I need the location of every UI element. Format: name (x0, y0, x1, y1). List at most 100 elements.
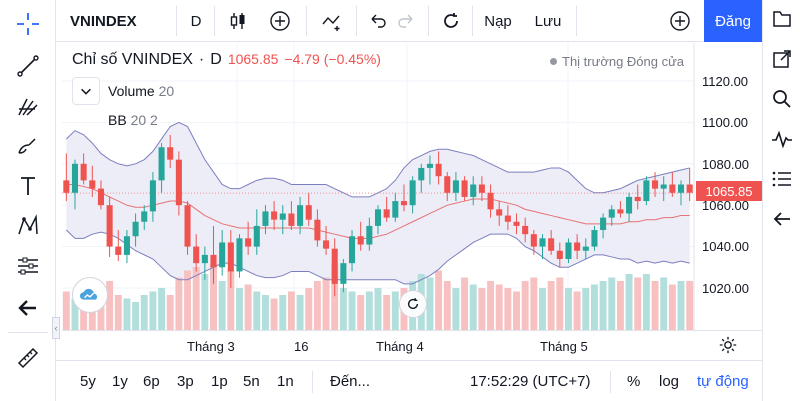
candle-body (297, 205, 304, 226)
candle-body (617, 209, 624, 214)
back-arrow-icon[interactable] (8, 290, 48, 326)
redo-icon[interactable] (392, 0, 422, 42)
candle-body (600, 217, 607, 231)
pulse-icon[interactable] (767, 124, 797, 154)
volume-bar (322, 277, 330, 330)
range-button[interactable]: 1n (277, 373, 294, 390)
load-layout-button[interactable]: Nạp (484, 12, 512, 30)
range-button[interactable]: 1y (112, 373, 128, 390)
candle-body (444, 176, 451, 193)
candle-body (392, 201, 399, 218)
volume-bar (244, 284, 252, 330)
candle-body (132, 221, 139, 237)
volume-bar (158, 288, 166, 330)
publish-button[interactable]: Đăng (704, 0, 762, 42)
list-icon[interactable] (767, 164, 797, 194)
volume-bar (634, 277, 642, 330)
candle-body (582, 246, 589, 251)
candle-body (71, 163, 79, 193)
volume-bar (443, 281, 451, 330)
candle-body (686, 184, 693, 193)
volume-bar (426, 277, 434, 330)
volume-bar (365, 291, 373, 330)
volume-bar (140, 295, 148, 330)
volume-bar (495, 284, 503, 330)
symbol-search[interactable]: VNINDEX (70, 12, 137, 30)
range-button[interactable]: 1p (211, 373, 228, 390)
compare-icon[interactable] (314, 0, 350, 42)
add-indicator-icon[interactable] (262, 0, 298, 42)
volume-bar (357, 295, 365, 330)
collapse-legend-button[interactable] (72, 77, 100, 105)
volume-indicator-legend[interactable]: Volume 20 (108, 83, 174, 99)
volume-bar (573, 291, 581, 330)
time-axis[interactable]: Tháng 3 16 Tháng 4 Tháng 5 (62, 330, 694, 358)
chart-pane[interactable]: Chỉ số VNINDEX · D 1065.85 −4.79 (−0.45%… (62, 43, 762, 357)
range-button[interactable]: 6p (143, 373, 160, 390)
indicator-params: 20 2 (130, 112, 158, 128)
candle-body (478, 184, 485, 193)
measure-icon[interactable] (8, 248, 48, 284)
log-scale-button[interactable]: log (659, 373, 680, 390)
pitchfork-icon[interactable] (8, 88, 48, 124)
candle-body (123, 236, 130, 255)
external-link-icon[interactable] (767, 44, 797, 74)
candle-body (167, 147, 174, 160)
ruler-icon[interactable] (8, 340, 48, 376)
percent-scale-button[interactable]: % (627, 373, 641, 390)
arrow-left-icon[interactable] (767, 204, 797, 234)
timezone-button[interactable]: 17:52:29 (UTC+7) (470, 373, 591, 390)
candle-body (426, 163, 433, 168)
volume-bar (313, 281, 321, 330)
candle-body (565, 242, 572, 260)
candles-icon[interactable] (220, 0, 256, 42)
price-chart[interactable] (62, 43, 762, 330)
candle-body (63, 180, 70, 193)
volume-bar (331, 263, 339, 330)
trend-line-icon[interactable] (8, 48, 48, 84)
pattern-icon[interactable] (8, 208, 48, 244)
candle-body (539, 238, 546, 247)
save-layout-button[interactable]: Lưu (534, 12, 562, 30)
candle-body (210, 254, 217, 268)
volume-bar (556, 277, 564, 330)
undo-icon[interactable] (362, 0, 392, 42)
time-tick: Tháng 4 (376, 339, 424, 354)
symbol-title[interactable]: Chỉ số VNINDEX (72, 51, 193, 68)
market-status-label: Thị trường Đóng cửa (562, 54, 685, 69)
volume-bar (348, 291, 356, 330)
volume-bar (487, 281, 495, 330)
range-button[interactable]: 5y (80, 373, 96, 390)
indicator-name: BB (108, 112, 127, 128)
candle-body (323, 240, 330, 249)
crosshair-icon[interactable] (8, 6, 48, 42)
range-button[interactable]: 3p (177, 373, 194, 390)
reload-icon[interactable] (434, 0, 468, 42)
volume-bar (62, 291, 70, 330)
reset-chart-button[interactable] (399, 290, 427, 318)
volume-bar (132, 302, 140, 330)
volume-bar (201, 274, 209, 330)
volume-bar (270, 298, 278, 330)
chart-settings-button[interactable] (694, 330, 762, 358)
price-tick: 1100.00 (702, 115, 749, 130)
candle-body (314, 219, 321, 241)
add-icon[interactable] (662, 0, 698, 42)
volume-bar (166, 295, 174, 330)
interval-button[interactable]: D (190, 12, 202, 30)
brush-icon[interactable] (8, 128, 48, 164)
candle-body (418, 167, 425, 181)
bb-indicator-legend[interactable]: BB 20 2 (108, 112, 158, 128)
text-icon[interactable] (8, 168, 48, 204)
status-dot-icon (550, 58, 557, 65)
volume-bar (616, 281, 624, 330)
search-icon[interactable] (767, 84, 797, 114)
goto-date-button[interactable]: Đến... (330, 373, 371, 390)
scroll-handle[interactable]: ‹ (52, 317, 60, 339)
cloud-logo-icon[interactable] (72, 277, 108, 313)
auto-scale-button[interactable]: tự động (697, 373, 749, 390)
volume-bar (374, 288, 382, 330)
candle-body (89, 180, 96, 189)
window-icon[interactable] (767, 4, 797, 34)
range-button[interactable]: 5n (243, 373, 260, 390)
